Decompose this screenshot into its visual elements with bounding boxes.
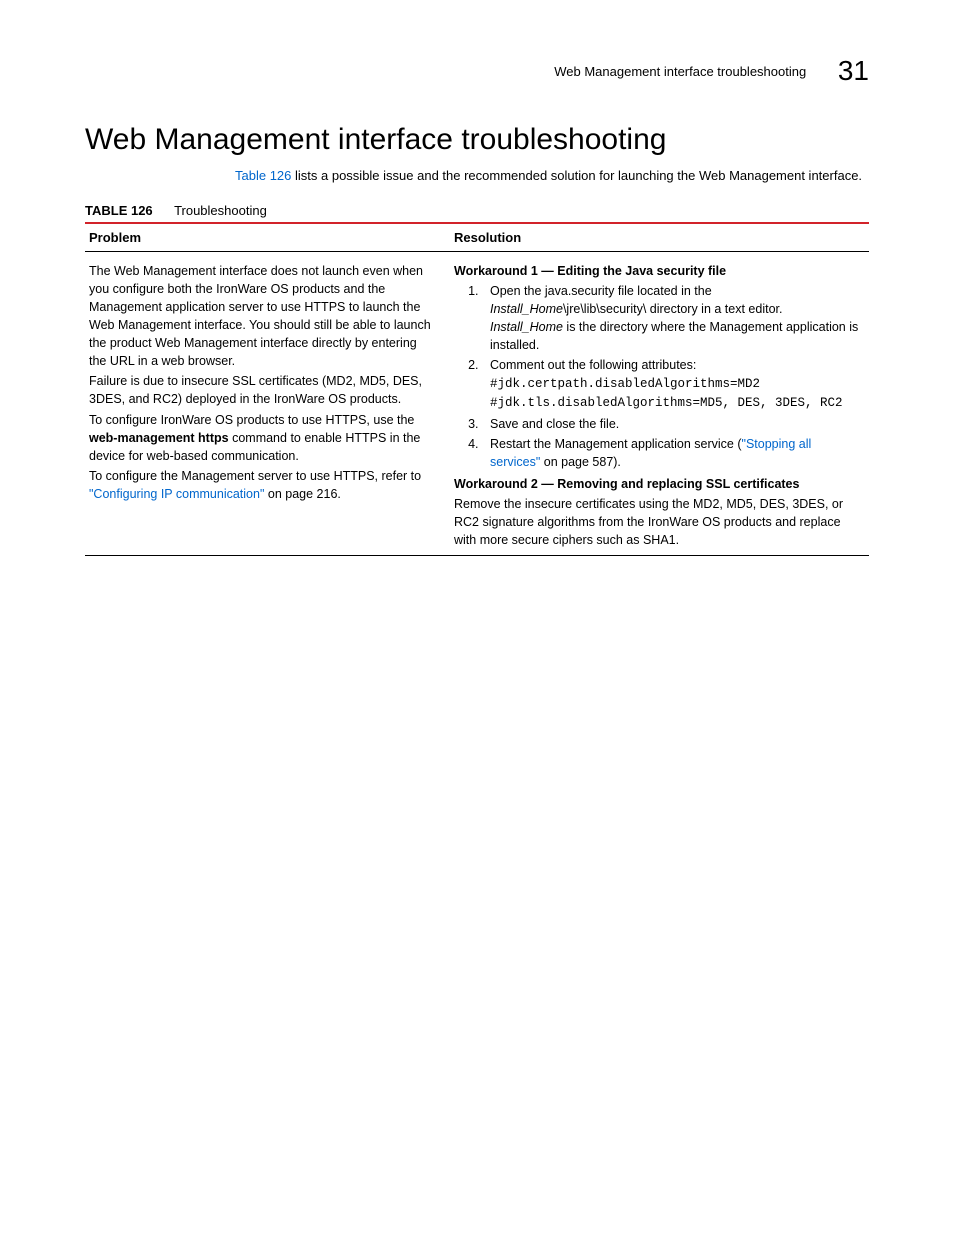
- list-item: Open the java.security file located in t…: [482, 282, 863, 355]
- text: Comment out the following attributes:: [490, 358, 696, 372]
- col-header-resolution: Resolution: [450, 223, 869, 252]
- cell-resolution: Workaround 1 — Editing the Java security…: [450, 251, 869, 556]
- list-item: Save and close the file.: [482, 415, 863, 433]
- problem-paragraph: To configure IronWare OS products to use…: [89, 411, 434, 465]
- command-name: web-management https: [89, 431, 229, 445]
- table-label: TABLE 126: [85, 203, 153, 218]
- table-caption-text: Troubleshooting: [174, 203, 267, 218]
- text: Restart the Management application servi…: [490, 437, 742, 451]
- intro-text: lists a possible issue and the recommend…: [291, 168, 862, 183]
- list-item: Restart the Management application servi…: [482, 435, 863, 471]
- workaround-2-body: Remove the insecure certificates using t…: [454, 495, 863, 549]
- problem-paragraph: The Web Management interface does not la…: [89, 262, 434, 371]
- section-intro: Table 126 lists a possible issue and the…: [235, 167, 869, 185]
- workaround-1-title: Workaround 1 — Editing the Java security…: [454, 262, 863, 280]
- workaround-1-steps: Open the java.security file located in t…: [454, 282, 863, 471]
- code-line: #jdk.certpath.disabledAlgorithms=MD2: [490, 377, 760, 391]
- text: on page 587).: [540, 455, 621, 469]
- text: on page 216.: [264, 487, 340, 501]
- path-var: Install_Home: [490, 302, 563, 316]
- text: Open the java.security file located in t…: [490, 284, 712, 298]
- problem-paragraph: To configure the Management server to us…: [89, 467, 434, 503]
- xref-link[interactable]: "Configuring IP communication": [89, 487, 264, 501]
- workaround-2-title: Workaround 2 — Removing and replacing SS…: [454, 475, 863, 493]
- table-ref-link[interactable]: Table 126: [235, 168, 291, 183]
- running-title: Web Management interface troubleshooting: [554, 64, 806, 79]
- page-number: 31: [838, 55, 869, 86]
- table-header-row: Problem Resolution: [85, 223, 869, 252]
- problem-paragraph: Failure is due to insecure SSL certifica…: [89, 372, 434, 408]
- section-title: Web Management interface troubleshooting: [85, 123, 869, 157]
- path-var: Install_Home: [490, 320, 563, 334]
- troubleshooting-table: Problem Resolution The Web Management in…: [85, 222, 869, 557]
- table-caption: TABLE 126 Troubleshooting: [85, 203, 869, 218]
- col-header-problem: Problem: [85, 223, 450, 252]
- code-line: #jdk.tls.disabledAlgorithms=MD5, DES, 3D…: [490, 396, 843, 410]
- text: To configure IronWare OS products to use…: [89, 413, 414, 427]
- text: \jre\lib\security\ directory in a text e…: [563, 302, 783, 316]
- list-item: Comment out the following attributes: #j…: [482, 356, 863, 412]
- page: Web Management interface troubleshooting…: [0, 0, 954, 1235]
- cell-problem: The Web Management interface does not la…: [85, 251, 450, 556]
- running-header: Web Management interface troubleshooting…: [85, 55, 869, 87]
- table-row: The Web Management interface does not la…: [85, 251, 869, 556]
- text: To configure the Management server to us…: [89, 469, 421, 483]
